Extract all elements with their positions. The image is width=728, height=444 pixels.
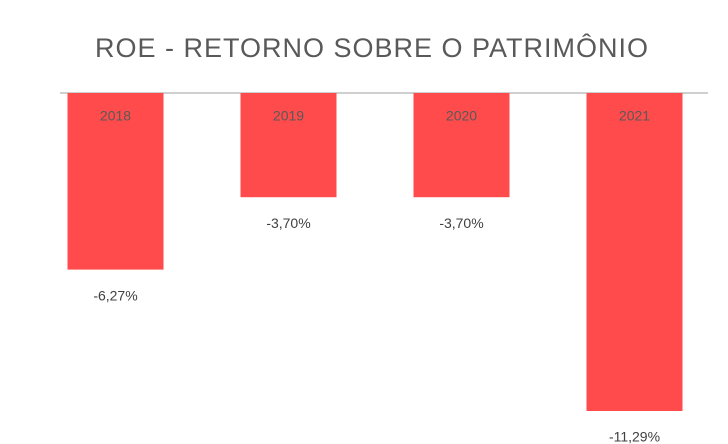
chart-title: ROE - RETORNO SOBRE O PATRIMÔNIO [95,32,649,63]
category-label: 2019 [273,108,304,124]
bar [240,93,337,198]
data-label: -11,29% [609,429,660,444]
bar [586,93,683,411]
data-label: -3,70% [439,215,483,231]
bar [67,93,164,270]
category-label: 2020 [446,108,477,124]
category-label: 2021 [619,108,650,124]
bar [413,93,510,198]
data-label: -6,27% [93,287,137,303]
data-label: -3,70% [266,215,310,231]
category-label: 2018 [100,108,131,124]
